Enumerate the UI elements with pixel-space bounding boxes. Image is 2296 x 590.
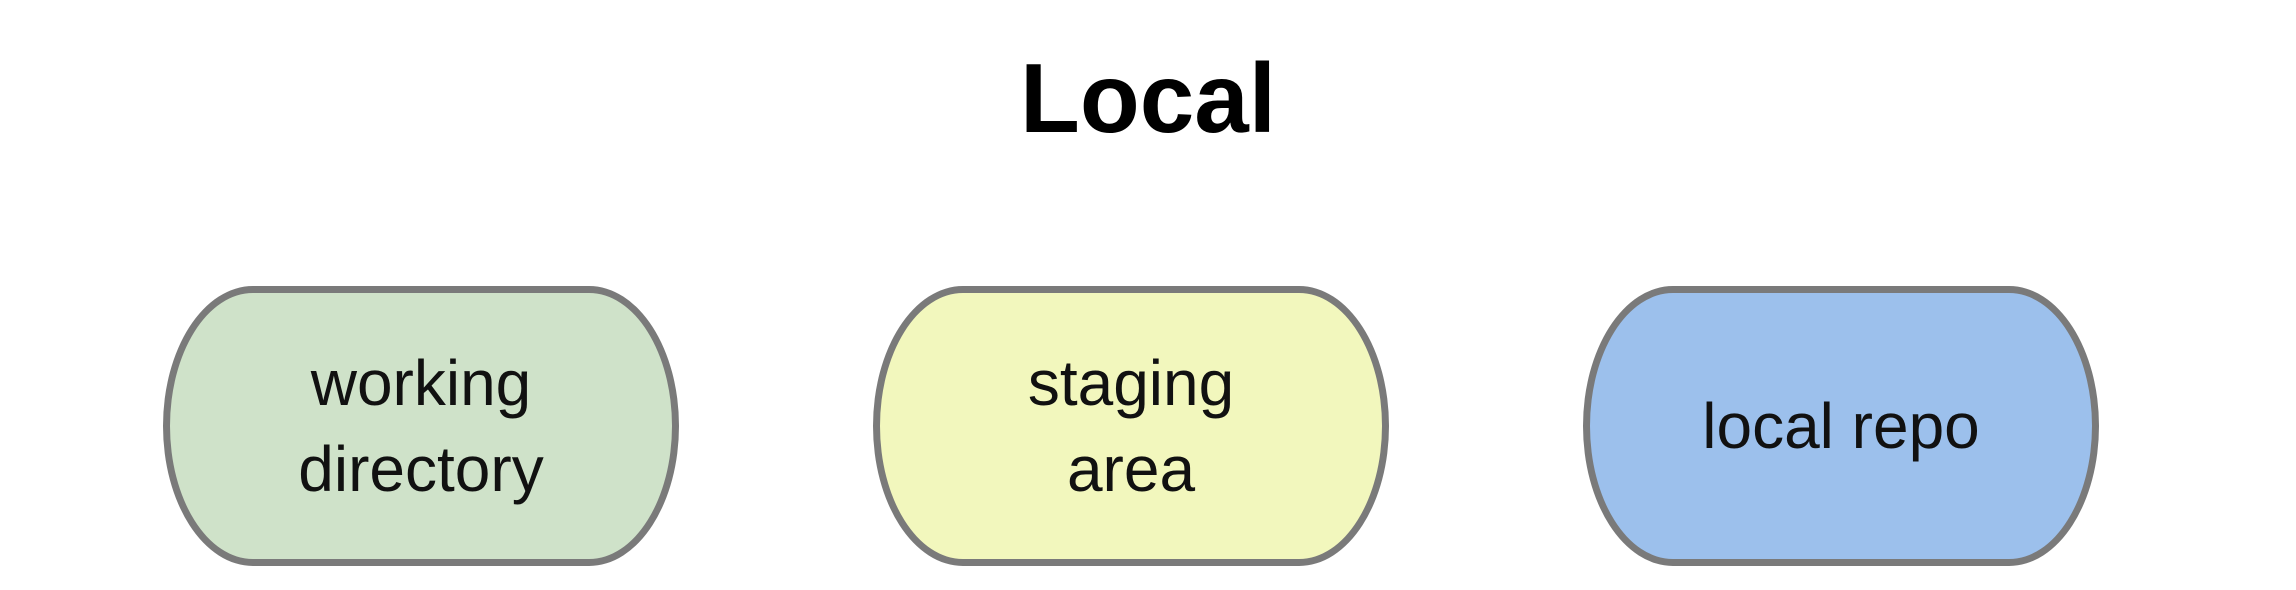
node-label-staging-area: staging area	[1027, 347, 1235, 505]
node-local-repo: local repo	[1583, 286, 2099, 566]
node-working-directory: working directory	[163, 286, 679, 566]
node-label-working-directory: working directory	[298, 347, 544, 505]
node-label-local-repo: local repo	[1702, 390, 1980, 462]
diagram-title: Local	[1020, 43, 1276, 153]
node-staging-area: staging area	[873, 286, 1389, 566]
